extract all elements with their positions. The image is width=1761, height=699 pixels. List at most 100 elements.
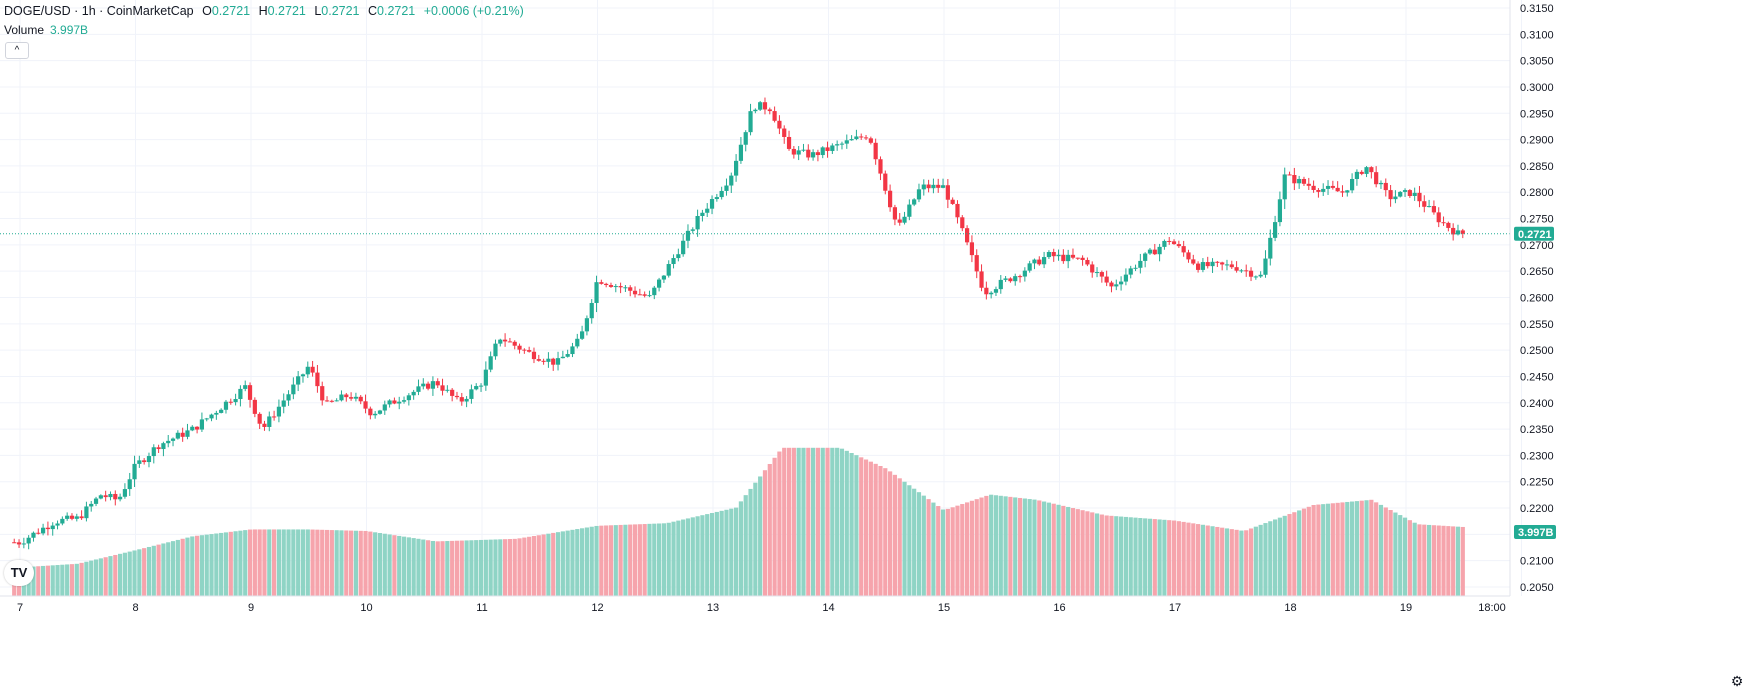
candle-body [464, 398, 469, 402]
candle-body [1422, 201, 1427, 207]
candle [349, 392, 354, 401]
candle-body [1224, 264, 1230, 266]
candle-body [445, 389, 450, 391]
volume-series [12, 447, 1465, 596]
volume-bar [1032, 499, 1037, 596]
candle [1022, 267, 1027, 282]
candle [902, 211, 907, 225]
candle-body [214, 412, 219, 415]
candle-body [1099, 272, 1104, 277]
candle [960, 215, 965, 232]
candle-body [1162, 240, 1167, 247]
volume-bar [161, 543, 166, 596]
tradingview-logo[interactable]: TV [4, 560, 34, 586]
chevron-up-icon: ^ [14, 45, 20, 56]
candle-body [527, 350, 532, 352]
volume-bar [685, 518, 691, 596]
candle-body [93, 498, 99, 504]
candle-body [714, 197, 719, 200]
candle-body [21, 543, 26, 545]
candle [1099, 270, 1104, 283]
candle-body [1441, 222, 1446, 224]
candle [926, 179, 931, 193]
candle [1147, 247, 1153, 255]
candle [907, 199, 912, 221]
symbol-title[interactable]: DOGE/USD · 1h · CoinMarketCap [4, 4, 194, 18]
candle [1013, 273, 1018, 286]
candle-body [705, 208, 710, 213]
candle [1287, 171, 1292, 176]
volume-bar [228, 531, 233, 596]
candle-body [170, 438, 176, 441]
volume-bar [873, 463, 878, 596]
candle-body [1316, 189, 1321, 192]
candle [1176, 240, 1181, 248]
candle [430, 376, 436, 396]
candle [1152, 243, 1157, 256]
time-tick-label: 16 [1053, 602, 1065, 614]
volume-bar [560, 531, 565, 596]
candle [36, 528, 41, 535]
candle-body [661, 275, 667, 280]
open-value: 0.2721 [211, 4, 251, 18]
candle-body [199, 419, 205, 430]
price-tick-label: 0.2350 [1520, 424, 1554, 436]
volume-bar [767, 463, 772, 596]
candle-body [146, 456, 152, 463]
candle [560, 350, 565, 359]
price-tick-label: 0.2800 [1520, 187, 1554, 199]
candle [1070, 248, 1076, 260]
volume-bar [1460, 526, 1465, 596]
volume-bar [825, 447, 830, 596]
volume-bar [267, 529, 272, 596]
candle-body [1157, 246, 1162, 255]
volume-bar [450, 540, 455, 596]
volume-bar [435, 541, 440, 596]
candle-body [839, 143, 845, 145]
candle-body [560, 356, 565, 359]
candle-body [353, 396, 359, 399]
volume-bar [1109, 515, 1114, 596]
volume-bar [175, 539, 180, 596]
candle-body [782, 128, 787, 137]
candle-body [329, 400, 334, 402]
candle [690, 227, 695, 234]
candle [199, 412, 205, 432]
volume-bar [1215, 526, 1220, 596]
candle [1027, 260, 1032, 273]
candle-body [1075, 257, 1080, 259]
volume-bar [1393, 512, 1398, 596]
collapse-legend-button[interactable]: ^ [5, 42, 29, 59]
candle-body [926, 184, 931, 189]
volume-bar [762, 470, 768, 596]
volume-bar [936, 506, 941, 596]
candle-body [734, 160, 739, 176]
candle [767, 107, 772, 115]
volume-legend[interactable]: Volume 3.997B [4, 22, 88, 38]
volume-bar [1388, 509, 1393, 596]
candle-body [12, 542, 17, 544]
candle-body [1460, 230, 1465, 234]
volume-bar [368, 531, 373, 596]
volume-bar [1340, 502, 1345, 596]
candle-body [575, 338, 580, 347]
candle-body [31, 532, 36, 538]
candle-body [1027, 263, 1032, 271]
volume-bar [464, 540, 469, 596]
candle [55, 520, 60, 530]
candle-body [1374, 172, 1379, 185]
volume-bar [844, 450, 849, 596]
candle-body [45, 527, 51, 530]
volume-bar [214, 533, 219, 596]
candle-body [41, 527, 46, 534]
gear-icon[interactable]: ⚙ [1730, 673, 1744, 689]
candle-body [36, 532, 41, 534]
candle-body [421, 383, 426, 387]
volume-bar [772, 457, 777, 596]
time-tick-label: 9 [248, 602, 254, 614]
volume-bar [421, 539, 426, 596]
grid-lines [0, 0, 1522, 596]
candle-body [1119, 281, 1124, 285]
